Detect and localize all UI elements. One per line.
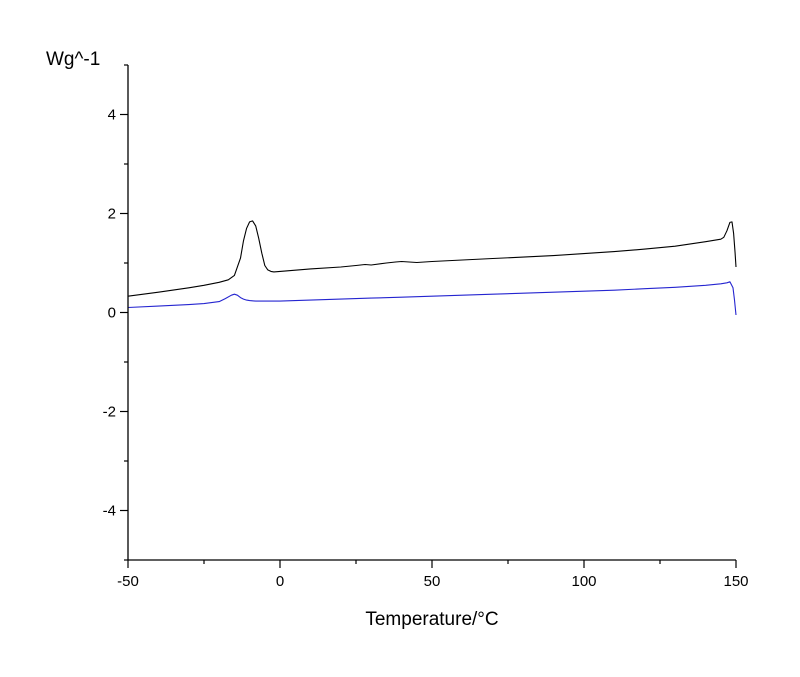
x-tick-label: -50 bbox=[117, 573, 139, 590]
y-axis-title: Wg^-1 bbox=[46, 49, 100, 70]
x-tick-label: 0 bbox=[276, 573, 284, 590]
series-line-1 bbox=[127, 220, 737, 297]
x-tick-label: 100 bbox=[571, 573, 596, 590]
y-tick-label: 2 bbox=[108, 206, 116, 223]
axes-group: -50 0 50 100 150 -4 -2 0 2 4 bbox=[103, 64, 749, 590]
y-tick-label: -4 bbox=[103, 503, 116, 520]
plot-series-group bbox=[127, 220, 737, 316]
y-tick-label: 4 bbox=[108, 107, 116, 124]
y-tick-label: -2 bbox=[103, 404, 116, 421]
x-tick-label: 50 bbox=[424, 573, 441, 590]
x-tick-label: 150 bbox=[723, 573, 748, 590]
series-line-2 bbox=[127, 281, 737, 316]
y-tick-label: 0 bbox=[108, 305, 116, 322]
x-axis-title: Temperature/°C bbox=[365, 609, 498, 630]
